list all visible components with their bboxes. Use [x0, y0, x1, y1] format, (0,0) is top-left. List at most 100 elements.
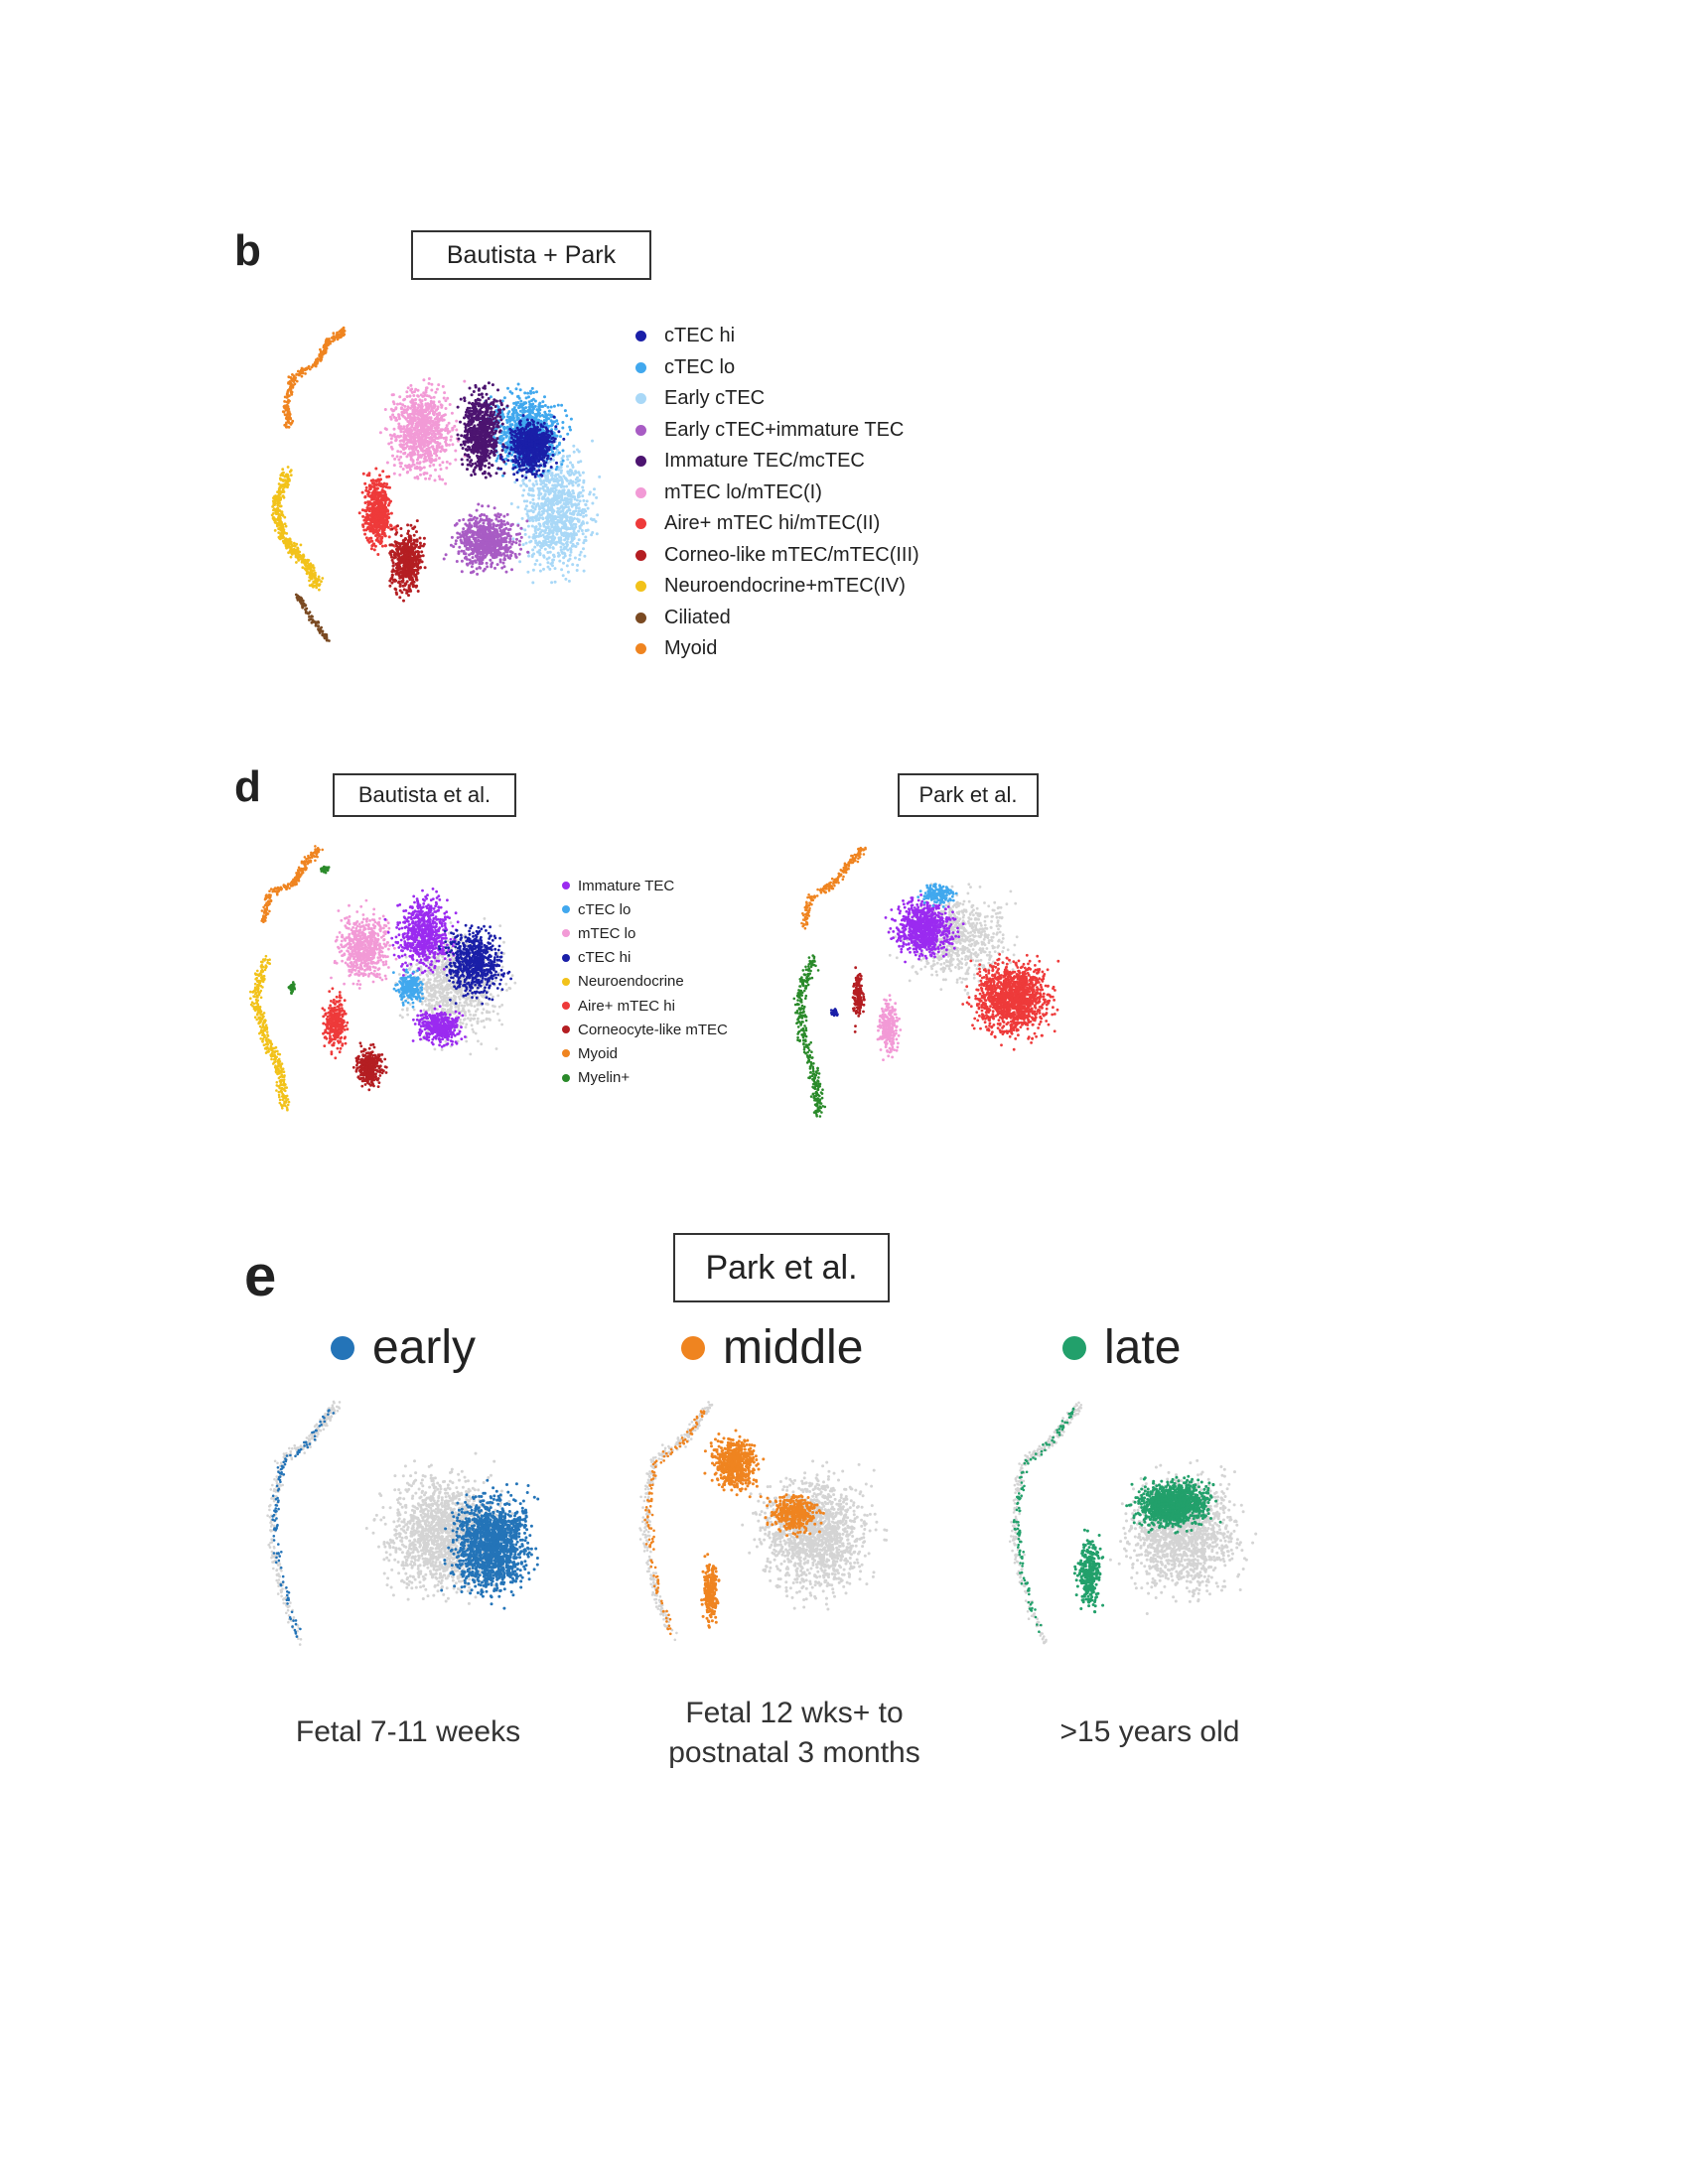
panel-d-legend-swatch	[562, 882, 570, 890]
immature-tec-cells	[456, 381, 509, 479]
immature-tec-cells	[383, 887, 460, 977]
middle-cells-1	[759, 1493, 825, 1539]
panel-d-legend-swatch	[562, 929, 570, 938]
panel-b-legend-label: Ciliated	[664, 607, 731, 629]
panel-d-legend-swatch	[562, 1073, 570, 1082]
middle-cells-0	[703, 1429, 766, 1499]
myelin-cells	[320, 865, 331, 875]
panel-d-legend-label: Aire+ mTEC hi	[578, 998, 675, 1015]
era-caption-early-line-1: Fetal 7-11 weeks	[219, 1712, 597, 1752]
ctec-lo-cells	[916, 883, 958, 908]
panel-d-legend-item: Aire+ mTEC hi	[562, 994, 780, 1018]
panel-b-legend-item: Neuroendocrine+mTEC(IV)	[635, 571, 1013, 603]
panel-b-legend-swatch	[635, 643, 646, 655]
aire-mtec-cells	[961, 953, 1060, 1051]
early-arm-cells	[271, 1409, 335, 1638]
panel-b-legend-swatch	[635, 581, 646, 593]
myelin-cells-2	[287, 981, 297, 995]
panel-b-legend-swatch	[635, 518, 646, 530]
panel-d-legend-label: Corneocyte-like mTEC	[578, 1022, 728, 1038]
panel-b-legend-item: Immature TEC/mcTEC	[635, 446, 1013, 478]
panel-b-legend-item: Myoid	[635, 633, 1013, 665]
panel-b-legend-label: Aire+ mTEC hi/mTEC(II)	[664, 512, 880, 535]
aire-mtec-cells	[357, 467, 398, 556]
panel-b-legend-swatch	[635, 456, 646, 468]
corneocyte-mtec-cells	[851, 966, 866, 1033]
panel-e-middle-umap	[638, 1401, 889, 1642]
ctec-hi-cells	[829, 1008, 839, 1018]
panel-d-legend-label: cTEC lo	[578, 901, 631, 918]
middle-cells-2	[700, 1553, 721, 1629]
panel-d-legend-item: Corneocyte-like mTEC	[562, 1018, 780, 1041]
panel-b-legend-swatch	[635, 393, 646, 405]
panel-b-legend-label: Corneo-like mTEC/mTEC(III)	[664, 544, 919, 567]
ctec-hi-cells	[437, 923, 512, 1006]
panel-d-legend-swatch	[562, 953, 570, 962]
late-cells-0	[1125, 1474, 1222, 1535]
myoid-cells	[260, 845, 324, 923]
panel-d-legend-item: Myoid	[562, 1041, 780, 1065]
panel-b-legend-label: Immature TEC/mcTEC	[664, 450, 865, 473]
late-arm-cells	[1012, 1407, 1075, 1633]
panel-d-legend-item: cTEC hi	[562, 946, 780, 970]
aire-mtec-cells	[321, 987, 350, 1060]
panel-d-legend-item: Immature TEC	[562, 874, 780, 897]
ctec-hi-cells	[499, 414, 566, 481]
panel-b-umap	[270, 326, 602, 642]
panel-d-legend-label: Myelin+	[578, 1069, 630, 1086]
early-ctec-immature-cells	[442, 502, 530, 576]
panel-e-early-umap	[266, 1400, 540, 1646]
panel-b-legend-swatch	[635, 361, 646, 373]
background-cells	[741, 1459, 889, 1611]
era-caption-middle-line-2: postnatal 3 months	[606, 1733, 983, 1773]
era-middle-label: middle	[723, 1320, 863, 1375]
panel-d-legend-label: Myoid	[578, 1045, 618, 1062]
era-heading-late: late	[1062, 1320, 1181, 1375]
early-cells-0	[440, 1478, 540, 1610]
mtec-lo-cells	[378, 377, 467, 485]
panel-d-left-box-label: Bautista et al.	[333, 773, 516, 817]
myelin-cells	[792, 954, 827, 1118]
ciliated-cells	[294, 593, 331, 642]
panel-d-legend-label: cTEC hi	[578, 949, 631, 966]
panel-d-legend-label: Immature TEC	[578, 878, 674, 894]
background-arm-cells	[1008, 1401, 1083, 1645]
panel-b-legend-label: cTEC lo	[664, 356, 735, 379]
panel-b-legend-item: Ciliated	[635, 603, 1013, 634]
panel-d-legend-swatch	[562, 905, 570, 914]
panel-d-legend-swatch	[562, 1049, 570, 1058]
background-arm-cells	[266, 1400, 342, 1646]
era-heading-middle: middle	[681, 1320, 863, 1375]
panel-b-legend-item: Early cTEC	[635, 383, 1013, 415]
panel-b-legend-label: Early cTEC+immature TEC	[664, 419, 904, 442]
panel-b-legend-item: Early cTEC+immature TEC	[635, 415, 1013, 447]
immature-tec-cells	[884, 890, 965, 964]
era-late-label: late	[1104, 1320, 1181, 1375]
panel-d-legend-item: Myelin+	[562, 1066, 780, 1090]
corneocyte-mtec-cells	[352, 1041, 388, 1092]
panel-b-legend-label: Early cTEC	[664, 387, 765, 410]
mtec-lo-cells	[876, 994, 903, 1061]
era-early-dot	[331, 1335, 354, 1360]
panel-e-late-umap	[1008, 1401, 1258, 1645]
panel-b-legend-item: cTEC hi	[635, 321, 1013, 352]
panel-d-legend-item: mTEC lo	[562, 921, 780, 945]
panel-d-right-box-label: Park et al.	[898, 773, 1039, 817]
era-caption-middle-line-1: Fetal 12 wks+ to	[606, 1694, 983, 1733]
panel-d-legend-swatch	[562, 977, 570, 986]
neuroendocrine-cells	[249, 954, 291, 1112]
era-caption-late: >15 years old	[961, 1712, 1338, 1752]
panel-b-legend-item: Aire+ mTEC hi/mTEC(II)	[635, 508, 1013, 540]
myoid-cells	[281, 326, 347, 429]
panel-b-legend-label: cTEC hi	[664, 325, 735, 347]
panel-b-box-label: Bautista + Park	[411, 230, 651, 280]
corneo-mtec-cells	[388, 519, 427, 603]
ctec-lo-cells	[392, 968, 425, 1009]
panel-d-park-umap	[792, 846, 1060, 1118]
panel-b-legend: cTEC hi cTEC lo Early cTEC Early cTEC+immat…	[635, 321, 1013, 665]
panel-b-legend-label: mTEC lo/mTEC(I)	[664, 481, 822, 504]
panel-b-legend-label: Myoid	[664, 637, 717, 660]
panel-b-legend-item: mTEC lo/mTEC(I)	[635, 478, 1013, 509]
panel-b-legend-swatch	[635, 549, 646, 561]
panel-b-legend-swatch	[635, 424, 646, 436]
